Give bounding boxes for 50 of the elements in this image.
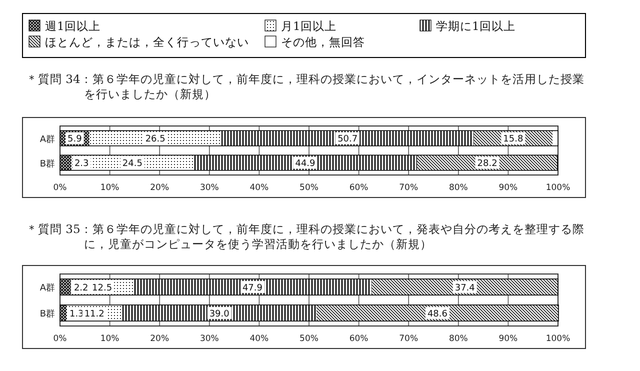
x-tick-label: 80% [448, 334, 468, 344]
data-label: 44.9 [295, 159, 316, 170]
data-label: 26.5 [145, 134, 166, 145]
x-tick-label: 40% [250, 183, 269, 193]
y-tick-label: A群 [40, 134, 55, 145]
data-label: 50.7 [338, 134, 358, 145]
data-label: 48.6 [427, 309, 448, 320]
legend-label: 学期に1回以上 [436, 19, 516, 33]
x-tick-label: 30% [200, 183, 219, 193]
x-tick-label: 90% [498, 334, 518, 344]
data-label: 24.5 [122, 159, 142, 170]
x-tick-label: 20% [150, 334, 170, 344]
x-tick-label: 10% [100, 183, 120, 193]
data-label: 5.9 [68, 134, 82, 145]
data-label: 2.3 [74, 159, 89, 170]
bar [221, 130, 474, 146]
x-tick-label: 0% [53, 334, 67, 344]
x-tick-label: 80% [448, 183, 468, 193]
legend-label: ほとんど，または，全く行っていない [45, 35, 249, 49]
data-label: 12.5 [92, 283, 112, 294]
x-tick-label: 100% [546, 334, 570, 344]
y-tick-label: A群 [40, 282, 55, 294]
x-tick-label: 10% [100, 334, 120, 344]
data-label: 2.2 [74, 283, 88, 294]
x-tick-label: 20% [150, 183, 170, 193]
legend-label: その他，無回答 [281, 35, 365, 49]
data-label: 28.2 [477, 159, 498, 170]
x-tick-label: 90% [498, 183, 518, 193]
x-tick-label: 70% [399, 334, 418, 344]
x-tick-label: 70% [399, 183, 418, 193]
y-tick-label: B群 [40, 158, 55, 170]
data-label: 11.2 [84, 309, 104, 320]
x-tick-label: 50% [300, 183, 318, 193]
legend-label: 月1回以上 [281, 19, 336, 33]
bar [193, 155, 418, 170]
x-tick-label: 60% [349, 334, 368, 344]
y-tick-label: B群 [40, 308, 55, 320]
legend-label: 週1回以上 [45, 19, 100, 33]
data-label: 39.0 [209, 309, 230, 320]
data-label: 47.9 [242, 283, 263, 294]
x-tick-label: 40% [250, 334, 269, 344]
data-label: 15.8 [503, 134, 524, 145]
data-label: 37.4 [454, 283, 476, 294]
chart-title: ＊質問 35：第６学年の児童に対して，前年度に，理科の授業において，発表や自分の考えを整理する際に，児童がコンピュータを使う学習活動を行いましたか（新規） [26, 222, 586, 252]
x-tick-label: 100% [546, 183, 570, 193]
chart-title: ＊質問 34：第６学年の児童に対して，前年度に，理科の授業において，インターネットを活用した授業を行いましたか（新規） [26, 72, 586, 102]
x-tick-label: 0% [53, 183, 67, 193]
x-tick-label: 30% [200, 334, 219, 344]
x-tick-label: 60% [349, 183, 368, 193]
x-tick-label: 50% [300, 334, 318, 344]
